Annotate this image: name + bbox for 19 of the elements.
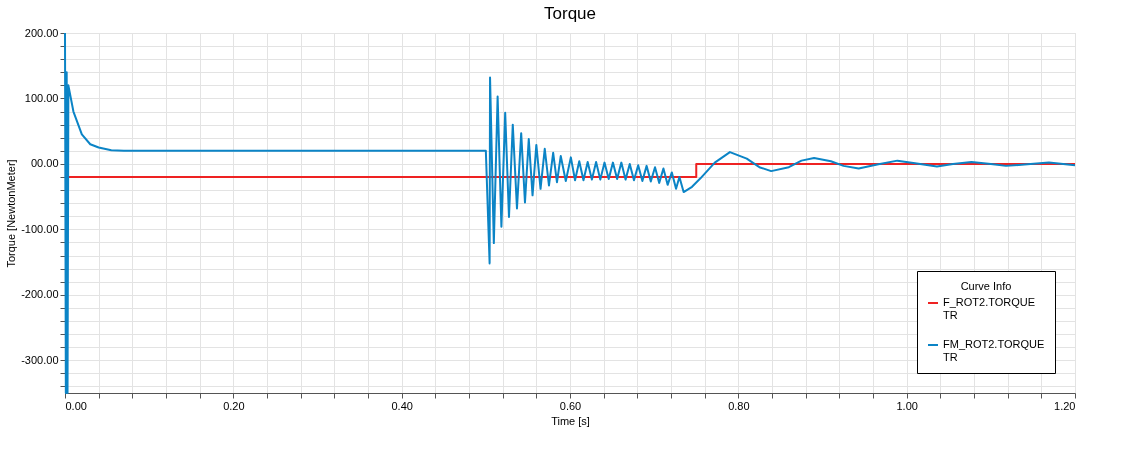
- y-tick-label: 00.00: [30, 157, 59, 170]
- legend-title: Curve Info: [960, 280, 1012, 292]
- x-tick-label: 0.20: [223, 399, 245, 412]
- x-axis-title: Time [s]: [551, 414, 590, 427]
- legend-label: FM_ROT2.TORQUE TR: [943, 338, 1045, 363]
- x-tick-label: 1.00: [896, 399, 918, 412]
- x-tick-label: 1.20: [1054, 399, 1076, 412]
- y-tick-label: -300.00: [21, 353, 59, 366]
- chart-title: Torque: [544, 4, 596, 23]
- x-tick-label: 0.80: [728, 399, 750, 412]
- legend-label: F_ROT2.TORQUE TR: [943, 296, 1036, 321]
- y-tick-label: -100.00: [21, 222, 59, 235]
- y-axis-title: Torque [NewtonMeter]: [5, 159, 18, 268]
- y-tick-label: -200.00: [21, 288, 59, 301]
- y-tick-label: 100.00: [24, 91, 59, 104]
- x-tick-label: 0.60: [559, 399, 582, 412]
- y-tick-label: 200.00: [24, 26, 59, 39]
- x-tick-label: 0.00: [65, 399, 87, 412]
- x-tick-label: 0.40: [391, 399, 413, 412]
